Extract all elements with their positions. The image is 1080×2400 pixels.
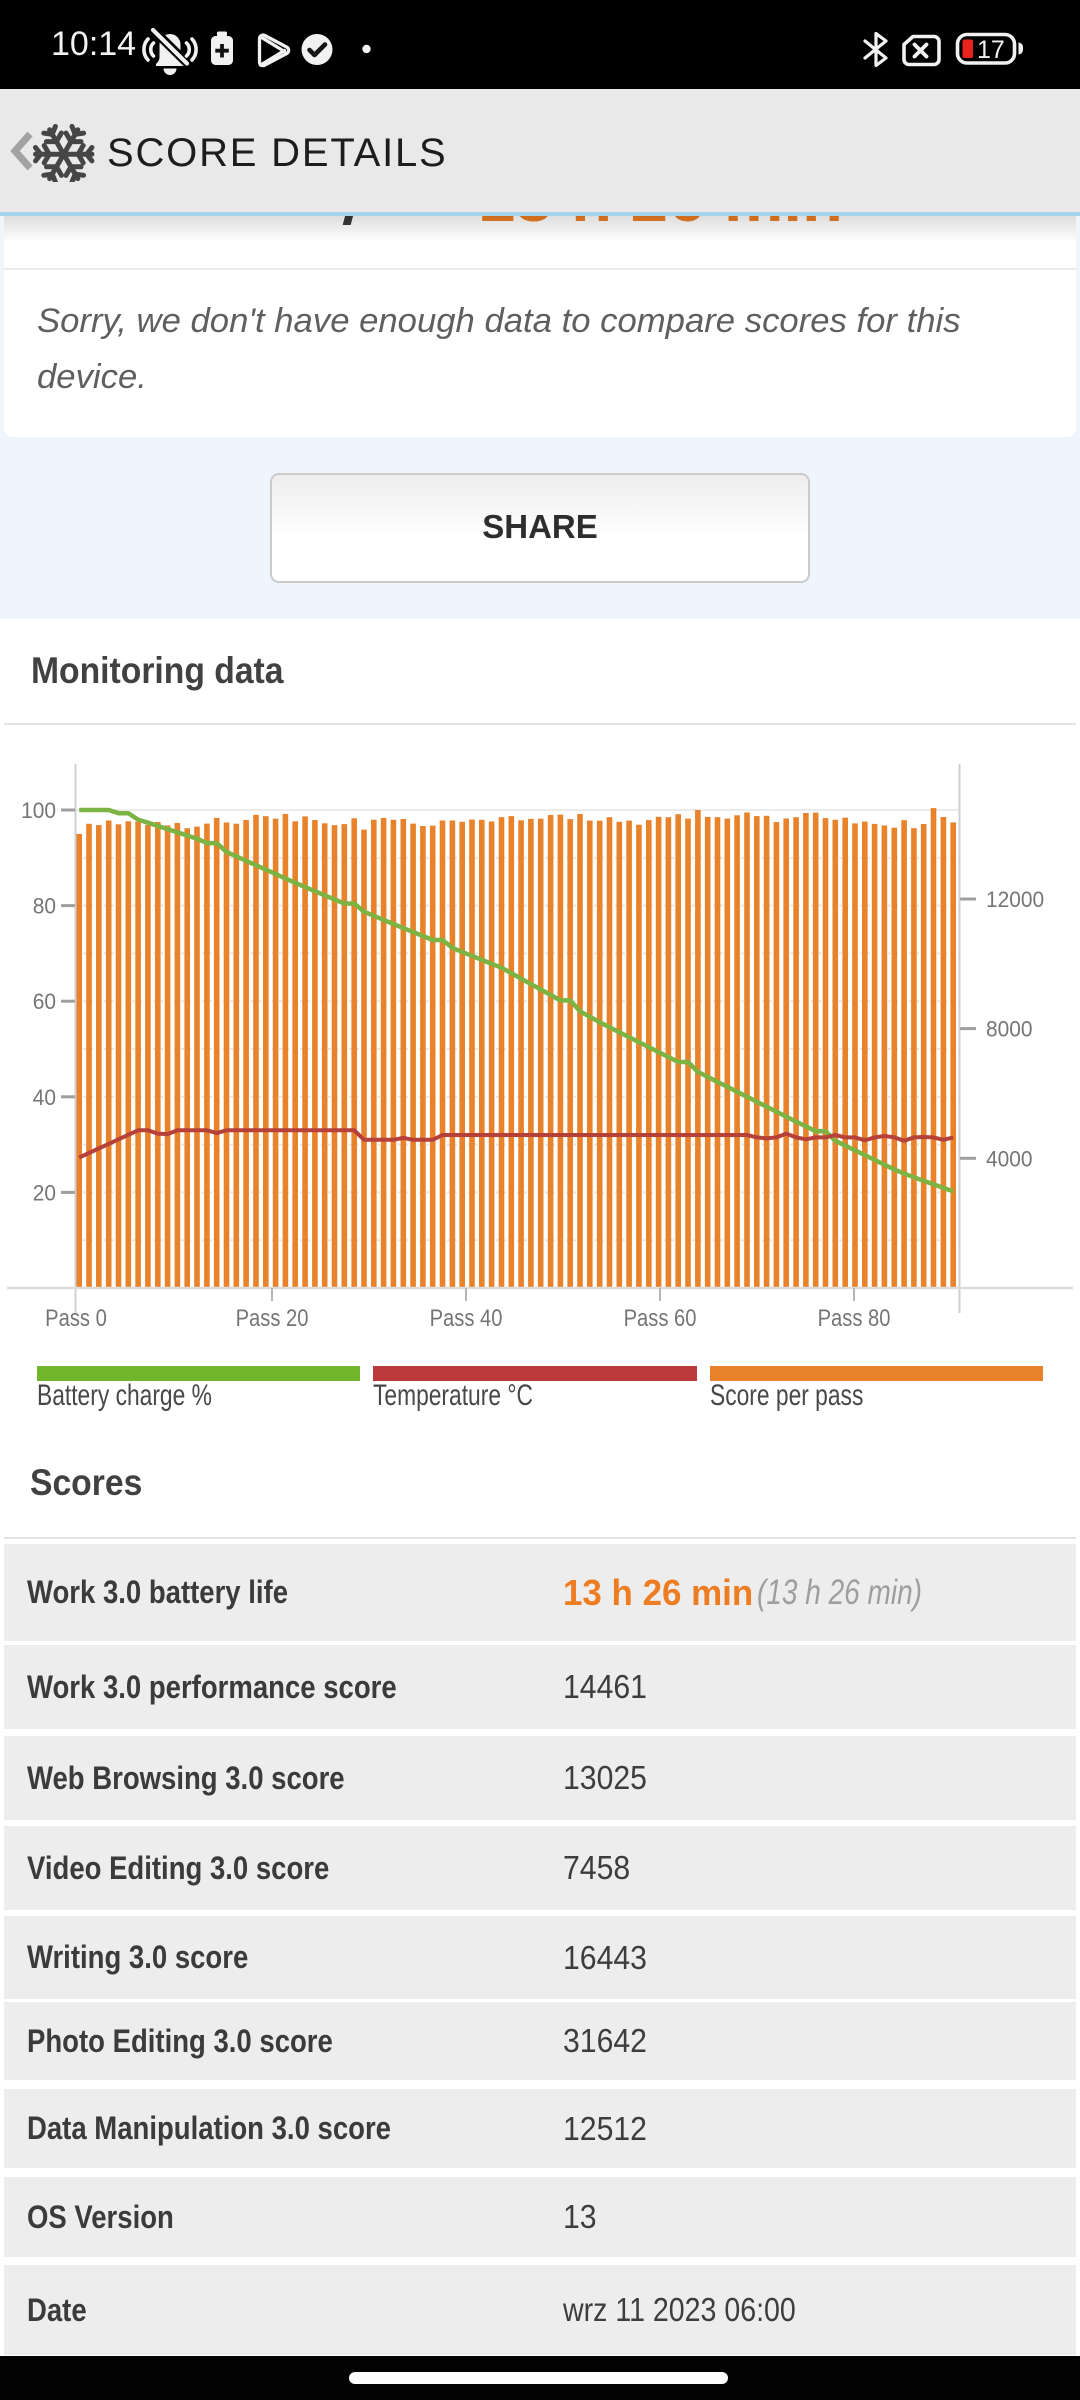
svg-text:8000: 8000 xyxy=(986,1017,1033,1042)
svg-text:Pass 60: Pass 60 xyxy=(624,1304,697,1331)
svg-text:100: 100 xyxy=(21,799,56,824)
svg-text:4000: 4000 xyxy=(986,1147,1033,1172)
svg-text:17: 17 xyxy=(977,36,1005,64)
svg-text:60: 60 xyxy=(33,990,56,1015)
svg-text:80: 80 xyxy=(33,894,56,919)
svg-text:Pass 20: Pass 20 xyxy=(236,1304,309,1331)
svg-text:Pass 0: Pass 0 xyxy=(45,1304,107,1331)
svg-text:20: 20 xyxy=(33,1181,56,1206)
svg-text:Pass 40: Pass 40 xyxy=(430,1304,503,1331)
svg-text:12000: 12000 xyxy=(986,888,1044,913)
svg-text:40: 40 xyxy=(33,1085,56,1110)
svg-text:Pass 80: Pass 80 xyxy=(818,1304,891,1331)
